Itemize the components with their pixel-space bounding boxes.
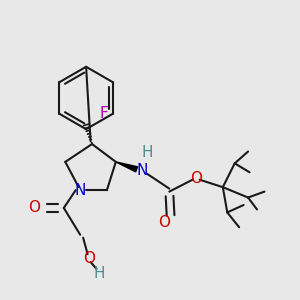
Text: H: H [141,146,153,160]
Text: H: H [94,266,105,281]
Text: O: O [28,200,40,215]
Text: N: N [137,163,148,178]
Text: F: F [100,106,109,121]
Text: N: N [74,183,86,198]
Text: O: O [83,251,95,266]
Text: O: O [158,215,170,230]
Text: O: O [190,171,202,186]
Polygon shape [116,162,137,172]
